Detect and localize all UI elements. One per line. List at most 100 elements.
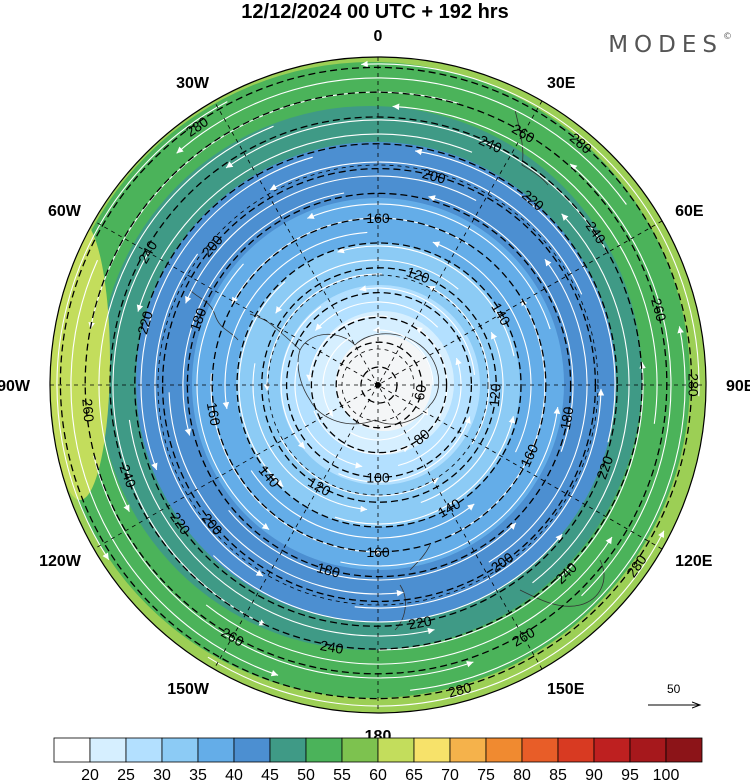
longitude-label: 30E <box>547 75 576 92</box>
longitude-label: 120E <box>675 553 713 570</box>
contour-label: 160 <box>366 544 390 560</box>
colorbar-swatch <box>377 737 415 763</box>
colorbar-tick-label: 45 <box>261 767 279 782</box>
streamline <box>294 361 363 469</box>
contour-label: 120 <box>486 383 504 408</box>
streamline <box>306 315 388 382</box>
streamline <box>231 217 472 305</box>
antarctica-coastline <box>297 333 439 425</box>
streamlines <box>56 60 700 707</box>
longitude-label: 60W <box>48 203 82 220</box>
contour-280 <box>59 66 693 700</box>
streamline <box>397 357 462 467</box>
streamline <box>228 509 517 581</box>
streamline <box>280 306 322 449</box>
parallel-circle <box>341 348 415 422</box>
contour-label: 220 <box>134 309 156 336</box>
map-title: 12/12/2024 00 UTC + 192 hrs <box>241 1 509 23</box>
streamline <box>98 125 274 512</box>
streamline <box>222 231 368 409</box>
streamline <box>263 273 382 391</box>
colorbar-swatch <box>233 737 271 763</box>
longitude-label: 0 <box>374 28 383 45</box>
streamline <box>428 195 574 452</box>
colorbar-tick-label: 40 <box>225 767 243 782</box>
contour-label: 280 <box>446 679 473 701</box>
streamline <box>207 530 665 707</box>
colorbar-swatch <box>341 737 379 763</box>
parallel-circle <box>157 164 599 606</box>
streamline <box>354 388 605 609</box>
streamline <box>196 263 270 531</box>
colorbar-swatch <box>53 737 91 763</box>
streamline <box>182 192 345 436</box>
streamline <box>168 392 404 597</box>
streamline <box>93 455 474 679</box>
streamline <box>269 161 583 295</box>
longitude-label: 150W <box>167 681 210 698</box>
colorbar-swatch <box>305 737 343 763</box>
streamline <box>307 203 551 330</box>
contour-label: 260 <box>648 296 670 323</box>
streamline <box>112 252 267 626</box>
streamline <box>392 103 658 424</box>
streamline <box>185 175 477 304</box>
streamline <box>140 156 313 471</box>
streamline <box>225 119 608 253</box>
colorbar-swatch <box>413 737 451 763</box>
colorbar-tick-label: 35 <box>189 767 207 782</box>
colorbar-swatch <box>557 737 595 763</box>
contour-label: 100 <box>366 469 390 485</box>
streamline <box>252 363 368 513</box>
longitude-label: 90W <box>0 378 31 395</box>
colorbar-swatch <box>629 737 667 763</box>
streamline <box>322 336 351 417</box>
colorbar-tick-label: 50 <box>297 767 315 782</box>
colorbar-tick-label: 25 <box>117 767 135 782</box>
colorbar-tick-label: 75 <box>477 767 495 782</box>
streamline <box>532 213 630 584</box>
streamline <box>238 281 286 488</box>
streamline <box>415 148 616 443</box>
contour-80 <box>310 316 448 454</box>
parallel-circle <box>267 274 489 496</box>
streamline <box>373 326 434 386</box>
streamline <box>275 259 459 314</box>
reference-vector: 50 <box>648 682 700 705</box>
streamline <box>136 133 473 312</box>
longitude-label: 60E <box>675 203 704 220</box>
brand-logo: MODES© <box>608 32 732 58</box>
colorbar-tick-label: 30 <box>153 767 171 782</box>
streamline <box>377 361 646 651</box>
streamline <box>176 77 627 205</box>
streamline <box>340 407 561 567</box>
brand-copyright-mark: © <box>723 32 732 42</box>
contour-label: 240 <box>116 462 139 490</box>
contour-label: 280 <box>686 373 702 397</box>
colorbar-tick-label: 70 <box>441 767 459 782</box>
contour-label: 220 <box>407 613 433 633</box>
meridian-60e-120w <box>93 220 663 550</box>
colorbar-tick-label: 55 <box>333 767 351 782</box>
streamline <box>359 285 476 375</box>
wind-band-below-20 <box>336 335 432 431</box>
colorbar-tick-label: 80 <box>513 767 531 782</box>
colorbar-tick-label: 100 <box>653 767 680 782</box>
colorbar-swatch <box>485 737 523 763</box>
streamline <box>70 259 279 677</box>
contour-240 <box>109 116 643 650</box>
streamline <box>313 410 410 455</box>
colorbar: 20 25 30 35 40 45 50 55 60 65 70 75 80 85 90 95 100 <box>53 737 703 782</box>
streamline <box>128 419 435 637</box>
longitude-label: 150E <box>547 681 585 698</box>
colorbar-swatch <box>89 737 127 763</box>
wind-band-60-65-patch <box>50 220 110 500</box>
colorbar-tick-label: 60 <box>369 767 387 782</box>
south-america-coastline <box>189 289 239 341</box>
colorbar-swatch <box>665 737 703 763</box>
streamline <box>338 416 471 483</box>
contour-label: 120 <box>404 263 432 286</box>
streamline <box>337 245 515 357</box>
meridian-30e-150w <box>213 100 543 670</box>
streamline <box>205 536 613 665</box>
